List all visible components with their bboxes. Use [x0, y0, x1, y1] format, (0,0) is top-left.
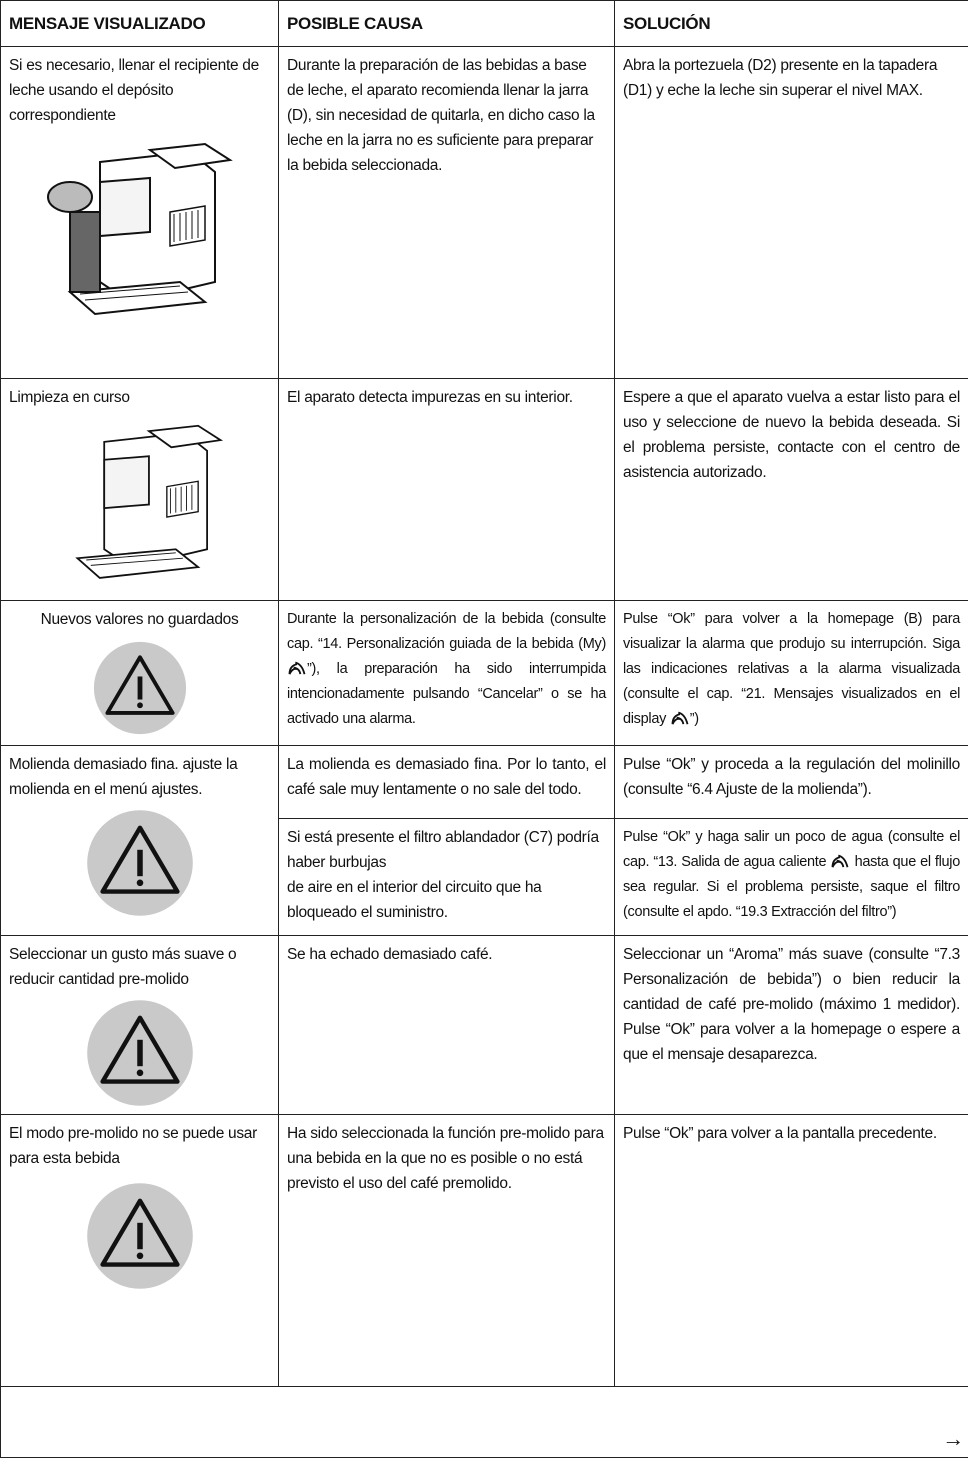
message: El modo pre-molido no se puede usar para… [9, 1125, 257, 1167]
cause-cell: Se ha echado demasiado café. [279, 936, 615, 1115]
message: Seleccionar un gusto más suave o reducir… [9, 946, 236, 988]
solution-cell: Pulse “Ok” para volver a la pantalla pre… [615, 1115, 968, 1387]
message-cell: Seleccionar un gusto más suave o reducir… [1, 936, 279, 1115]
solution: Pulse “Ok” y proceda a la regulación del… [623, 756, 960, 798]
cause-cell: La molienda es demasiado fina. Por lo ta… [279, 746, 615, 819]
machine-icon [40, 142, 240, 332]
row: Limpieza en curso El aparato detecta imp… [1, 379, 968, 601]
solution: ”) [690, 711, 699, 727]
machine-icon [50, 424, 230, 594]
cause: Durante la personalización de la bebida … [287, 611, 606, 652]
row: El modo pre-molido no se puede usar para… [1, 1115, 968, 1387]
footer-cell: → [1, 1387, 968, 1458]
cause-cell: Ha sido seleccionada la función pre-moli… [279, 1115, 615, 1387]
cause-cell: Durante la personalización de la bebida … [279, 601, 615, 746]
header-cell: MENSAJE VISUALIZADO [1, 1, 279, 47]
cause-cell: El aparato detecta impurezas en su inter… [279, 379, 615, 601]
wifi-icon [670, 709, 690, 726]
solution-cell: Pulse “Ok” para volver a la homepage (B)… [615, 601, 968, 746]
message: Nuevos valores no guardados [41, 611, 239, 628]
message-cell: Molienda demasiado fina. ajuste la molie… [1, 746, 279, 936]
header-cell: SOLUCIÓN [615, 1, 968, 47]
cause-cell: Durante la preparación de las bebidas a … [279, 47, 615, 379]
message: Si es necesario, llenar el recipiente de… [9, 57, 259, 124]
row: Nuevos valores no guardados Durante la p… [1, 601, 968, 746]
solution-cell: Abra la portezuela (D2) presente en la t… [615, 47, 968, 379]
footer-row: → [1, 1387, 968, 1458]
solution: Pulse “Ok” para volver a la pantalla pre… [623, 1125, 937, 1142]
cause: ”), la preparación ha sido interrumpida … [287, 661, 606, 727]
wifi-icon [287, 659, 307, 676]
solution: Abra la portezuela (D2) presente en la t… [623, 57, 937, 99]
message-cell: Limpieza en curso [1, 379, 279, 601]
warning-icon [85, 998, 195, 1108]
cause: Durante la preparación de las bebidas a … [287, 57, 595, 174]
warning-icon [85, 1181, 195, 1291]
cause: Ha sido seleccionada la función pre-moli… [287, 1125, 604, 1192]
warning-icon [92, 640, 188, 736]
cause: La molienda es demasiado fina. Por lo ta… [287, 756, 606, 798]
cause: Si está presente el filtro ablandador (C… [287, 829, 599, 921]
row: Seleccionar un gusto más suave o reducir… [1, 936, 968, 1115]
next-arrow: → [942, 1426, 964, 1451]
message: Limpieza en curso [9, 389, 130, 406]
row: Si es necesario, llenar el recipiente de… [1, 47, 968, 379]
message-cell: Nuevos valores no guardados [1, 601, 279, 746]
cause: El aparato detecta impurezas en su inter… [287, 389, 573, 406]
solution-cell: Seleccionar un “Aroma” más suave (consul… [615, 936, 968, 1115]
solution-cell: Pulse “Ok” y proceda a la regulación del… [615, 746, 968, 819]
header-cell: POSIBLE CAUSA [279, 1, 615, 47]
solution-cell: Espere a que el aparato vuelva a estar l… [615, 379, 968, 601]
row: Molienda demasiado fina. ajuste la molie… [1, 746, 968, 819]
cause-cell: Si está presente el filtro ablandador (C… [279, 819, 615, 936]
solution: Seleccionar un “Aroma” más suave (consul… [623, 946, 960, 1063]
solution: Espere a que el aparato vuelva a estar l… [623, 389, 960, 481]
header-row: MENSAJE VISUALIZADO POSIBLE CAUSA SOLUCI… [1, 1, 968, 47]
message: Molienda demasiado fina. ajuste la molie… [9, 756, 237, 798]
message-cell: El modo pre-molido no se puede usar para… [1, 1115, 279, 1387]
solution-cell: Pulse “Ok” y haga salir un poco de agua … [615, 819, 968, 936]
message-cell: Si es necesario, llenar el recipiente de… [1, 47, 279, 379]
wifi-icon [830, 852, 850, 869]
warning-icon [85, 808, 195, 918]
cause: Se ha echado demasiado café. [287, 946, 492, 963]
